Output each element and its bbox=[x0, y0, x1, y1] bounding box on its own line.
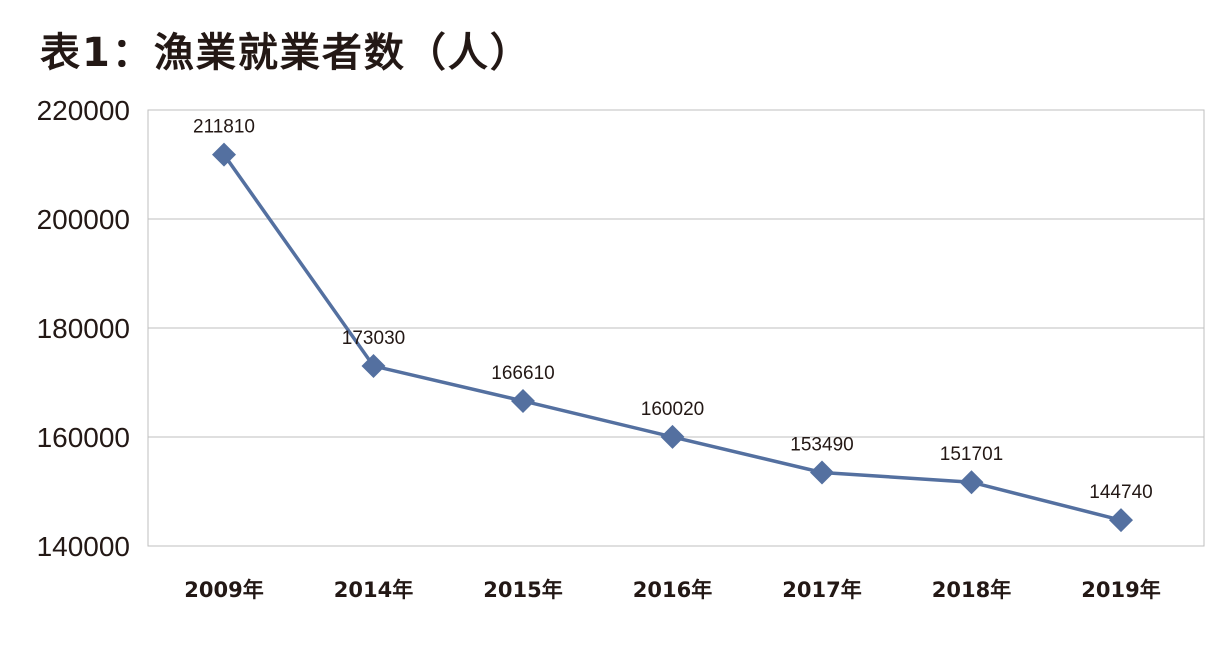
y-tick-label: 140000 bbox=[37, 531, 130, 562]
data-point bbox=[959, 470, 984, 495]
x-tick-label: 2014年 bbox=[334, 578, 413, 602]
chart-title: 表1：漁業就業者数（人） bbox=[40, 30, 532, 76]
data-label: 144740 bbox=[1089, 482, 1152, 503]
data-label: 160020 bbox=[641, 399, 704, 420]
data-label: 166610 bbox=[491, 363, 554, 384]
data-point bbox=[361, 353, 386, 378]
x-tick-label: 2009年 bbox=[184, 578, 263, 602]
y-tick-label: 180000 bbox=[37, 313, 130, 344]
x-tick-label: 2019年 bbox=[1081, 578, 1160, 602]
x-tick-label: 2016年 bbox=[633, 578, 712, 602]
x-tick-label: 2018年 bbox=[932, 578, 1011, 602]
data-point bbox=[1109, 508, 1133, 533]
data-point bbox=[660, 424, 685, 449]
y-tick-label: 160000 bbox=[37, 422, 130, 453]
x-tick-label: 2017年 bbox=[782, 578, 861, 602]
data-label: 153490 bbox=[790, 434, 853, 455]
x-tick-label: 2015年 bbox=[483, 578, 562, 602]
data-point bbox=[511, 388, 535, 413]
data-point bbox=[810, 460, 834, 485]
data-label: 151701 bbox=[940, 444, 1003, 465]
y-tick-label: 200000 bbox=[37, 204, 130, 235]
y-tick-label: 220000 bbox=[37, 95, 130, 126]
data-label: 211810 bbox=[193, 117, 255, 138]
data-label: 173030 bbox=[342, 328, 405, 349]
data-point bbox=[212, 142, 236, 167]
